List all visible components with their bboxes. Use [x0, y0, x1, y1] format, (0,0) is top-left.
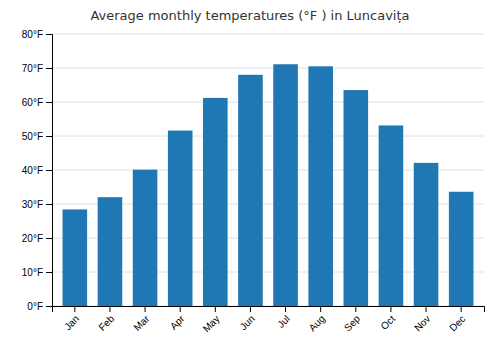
x-tick-mark [109, 306, 110, 312]
x-tick-mark [215, 306, 216, 312]
y-axis-line [46, 35, 53, 307]
x-tick: Dec [447, 306, 467, 333]
y-tick-mark [46, 204, 52, 205]
y-tick-label: 70°F [22, 63, 43, 74]
bar [238, 75, 263, 306]
grid-line [52, 102, 484, 103]
y-tick-mark [46, 102, 52, 103]
x-tick: Jan [62, 306, 81, 332]
bar [63, 209, 88, 306]
grid-line [52, 68, 484, 69]
x-tick-label: Jun [238, 313, 257, 332]
x-tick-label: May [201, 313, 222, 334]
y-tick-mark [46, 170, 52, 171]
y-tick: 50°F [22, 131, 52, 142]
bar [344, 90, 369, 306]
x-tick-mark [285, 306, 286, 312]
y-axis: 0°F 10°F 20°F 30°F 40°F 50°F 60°F 70°F 80°F [22, 29, 53, 312]
y-tick-mark [46, 238, 52, 239]
x-tick: Oct [379, 306, 398, 332]
x-tick-label: Jan [62, 313, 81, 332]
x-tick: Mar [131, 306, 151, 333]
x-tick-label: Mar [131, 313, 151, 333]
y-tick: 70°F [22, 63, 52, 74]
y-tick: 10°F [22, 267, 52, 278]
y-tick-label: 30°F [22, 199, 43, 210]
bar [203, 98, 228, 306]
x-tick: Jul [275, 306, 292, 330]
x-tick-label: Oct [379, 313, 398, 332]
y-tick-label: 40°F [22, 165, 43, 176]
x-axis-line [53, 307, 485, 313]
x-tick-mark [74, 306, 75, 312]
title: Average monthly temperatures (°F ) in Lu… [90, 8, 409, 23]
x-tick-label: Feb [96, 313, 116, 333]
y-tick-mark [46, 68, 52, 69]
y-tick: 30°F [22, 199, 52, 210]
x-tick: Jun [238, 306, 257, 332]
bar [98, 197, 123, 306]
x-tick-mark [320, 306, 321, 312]
x-tick: Aug [307, 306, 327, 333]
bar [414, 163, 439, 306]
x-axis: Jan Feb Mar Apr May Jun Jul Aug Sep Oct Nov Dec [53, 306, 485, 334]
bar [273, 64, 298, 306]
x-tick-mark [180, 306, 181, 312]
x-tick-label: Sep [342, 313, 363, 334]
y-tick-label: 80°F [22, 29, 43, 40]
y-tick-label: 50°F [22, 131, 43, 142]
x-tick-label: Dec [447, 313, 467, 333]
bar [168, 131, 193, 306]
grid-line [52, 34, 484, 35]
x-tick: May [201, 306, 222, 334]
x-tick-label: Aug [307, 313, 327, 333]
x-tick: Apr [168, 306, 187, 332]
y-tick-mark [46, 306, 52, 307]
x-tick-mark [461, 306, 462, 312]
y-tick-label: 10°F [22, 267, 43, 278]
grid [52, 34, 484, 306]
x-tick: Nov [412, 306, 432, 333]
y-tick-label: 0°F [27, 301, 43, 312]
x-tick-mark [426, 306, 427, 312]
y-tick-label: 20°F [22, 233, 43, 244]
y-tick-mark [46, 34, 52, 35]
bar [308, 66, 333, 306]
x-tick-label: Jul [275, 313, 292, 330]
y-tick: 0°F [27, 301, 52, 312]
y-tick: 40°F [22, 165, 52, 176]
x-tick-mark [250, 306, 251, 312]
x-tick-label: Apr [168, 313, 187, 332]
bar [133, 170, 158, 306]
grid-line [52, 136, 484, 137]
x-tick-mark [390, 306, 391, 312]
y-tick: 20°F [22, 233, 52, 244]
bars [63, 64, 474, 306]
y-tick: 80°F [22, 29, 52, 40]
x-tick-label: Nov [412, 313, 432, 333]
chart: 0°F 10°F 20°F 30°F 40°F 50°F 60°F 70°F 80°F Jan Fe… [0, 0, 500, 350]
bar [379, 125, 404, 306]
y-tick-mark [46, 272, 52, 273]
x-tick-mark [145, 306, 146, 312]
bar [449, 192, 474, 306]
y-tick-mark [46, 136, 52, 137]
y-tick-label: 60°F [22, 97, 43, 108]
x-tick: Feb [96, 306, 116, 333]
x-tick: Sep [342, 306, 363, 333]
plot: 0°F 10°F 20°F 30°F 40°F 50°F 60°F 70°F 80°F Jan Fe… [22, 29, 485, 335]
y-tick: 60°F [22, 97, 52, 108]
x-tick-mark [355, 306, 356, 312]
